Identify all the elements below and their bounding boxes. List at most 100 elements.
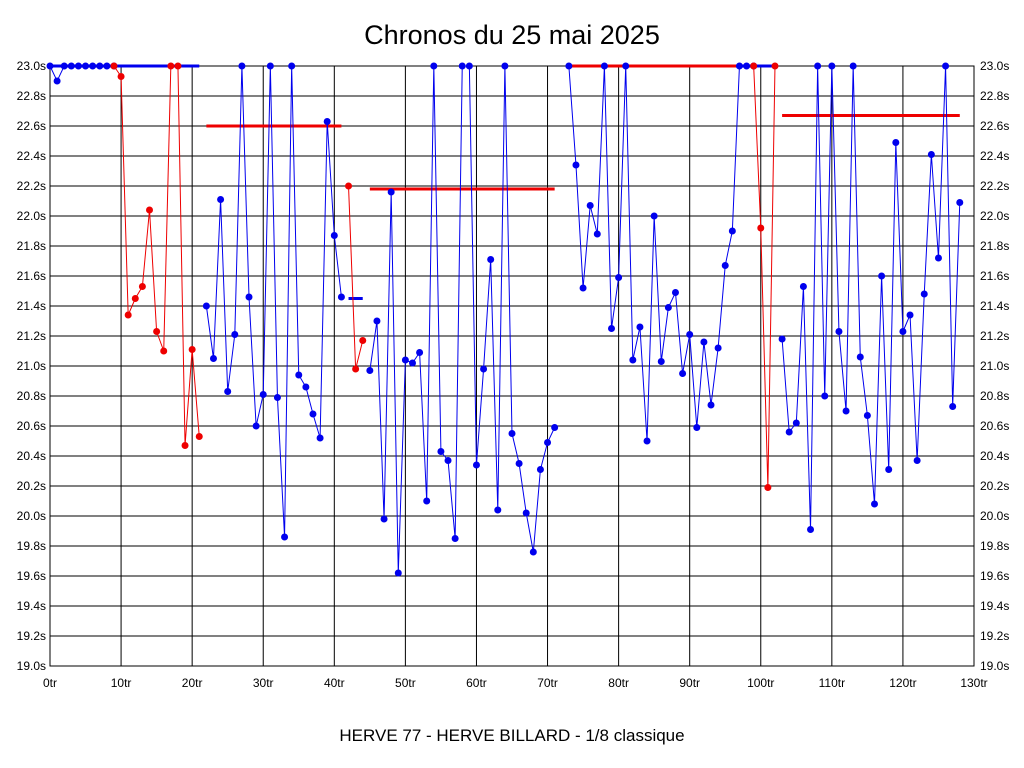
data-point [579, 284, 587, 292]
data-point [920, 290, 928, 298]
data-point [764, 484, 772, 491]
data-point [451, 535, 459, 542]
data-point [934, 254, 942, 262]
series-line [369, 65, 556, 574]
series-line [113, 65, 200, 446]
data-point [117, 73, 125, 80]
data-point [359, 337, 367, 344]
y-tick-label-left: 19.6s [17, 569, 46, 583]
y-tick-label-left: 21.4s [17, 299, 46, 313]
data-point [124, 311, 132, 319]
data-point [501, 62, 509, 70]
data-point [586, 202, 594, 209]
data-point [387, 188, 395, 196]
data-point [416, 349, 424, 356]
x-tick-label: 120tr [889, 676, 916, 690]
data-point [750, 62, 758, 70]
data-point [615, 274, 623, 281]
data-point [288, 62, 296, 70]
data-point [814, 62, 822, 70]
y-tick-label-left: 22.8s [17, 89, 46, 103]
data-point [622, 62, 630, 70]
data-point [103, 62, 111, 70]
y-tick-label-right: 19.2s [980, 629, 1009, 643]
data-point [735, 62, 743, 70]
data-point [444, 457, 452, 464]
data-point [110, 62, 118, 70]
data-point [878, 272, 886, 280]
x-tick-label: 110tr [819, 676, 845, 690]
data-point [217, 196, 225, 203]
data-point [593, 230, 601, 238]
data-point [743, 62, 751, 70]
data-point [650, 212, 658, 220]
data-point [295, 371, 303, 379]
data-point [53, 77, 61, 85]
chart-grid [49, 65, 975, 667]
data-point [252, 422, 260, 430]
y-tick-label-left: 21.8s [17, 239, 46, 253]
data-point [870, 500, 878, 508]
data-point [46, 62, 54, 70]
data-point [202, 302, 210, 310]
series-line [781, 65, 961, 530]
data-point [714, 344, 722, 352]
data-point [195, 433, 203, 440]
y-tick-label-right: 20.0s [980, 509, 1009, 523]
y-tick-label-left: 20.8s [17, 389, 46, 403]
data-point [330, 232, 338, 239]
data-point [96, 62, 104, 70]
x-tick-label: 100tr [747, 676, 774, 690]
y-tick-label-right: 20.2s [980, 479, 1009, 493]
data-point [224, 388, 232, 395]
x-tick-label: 130tr [960, 676, 987, 690]
y-tick-label-left: 22.6s [17, 119, 46, 133]
data-point [686, 331, 694, 338]
data-point [913, 457, 921, 464]
data-point [131, 295, 139, 302]
data-series [46, 62, 964, 577]
x-tick-label: 50tr [395, 676, 416, 690]
data-point [82, 62, 90, 70]
y-tick-label-right: 19.0s [980, 659, 1009, 673]
y-tick-label-right: 22.4s [980, 149, 1009, 163]
data-point [643, 437, 651, 445]
data-point [259, 391, 267, 398]
data-point [949, 403, 957, 410]
x-tick-label: 70tr [537, 676, 558, 690]
y-tick-label-right: 21.2s [980, 329, 1009, 343]
data-point [160, 347, 168, 355]
data-point [89, 62, 97, 70]
chart-title: Chronos du 25 mai 2025 [364, 20, 660, 50]
y-tick-label-left: 20.6s [17, 419, 46, 433]
data-point [522, 509, 530, 517]
x-tick-label: 20tr [182, 676, 203, 690]
plot-frame [49, 65, 975, 667]
y-tick-label-right: 22.0s [980, 209, 1009, 223]
data-point [352, 365, 360, 373]
data-point [608, 325, 616, 332]
data-point [465, 62, 473, 70]
data-point [245, 293, 253, 301]
data-point [380, 515, 388, 523]
y-tick-label-left: 22.4s [17, 149, 46, 163]
data-point [942, 62, 950, 70]
data-point [174, 62, 182, 70]
y-tick-label-right: 19.8s [980, 539, 1009, 553]
y-tick-label-right: 21.8s [980, 239, 1009, 253]
x-tick-label: 0tr [43, 676, 57, 690]
data-point [849, 62, 857, 70]
data-point [231, 331, 239, 338]
data-point [863, 412, 871, 419]
data-point [536, 466, 544, 473]
data-point [366, 367, 374, 374]
y-tick-label-right: 22.6s [980, 119, 1009, 133]
data-point [408, 359, 416, 367]
data-point [74, 62, 82, 70]
data-point [515, 460, 523, 467]
x-tick-label: 10tr [111, 676, 132, 690]
data-point [856, 353, 864, 361]
y-tick-label-left: 20.2s [17, 479, 46, 493]
data-point [700, 338, 708, 346]
data-point [629, 356, 637, 364]
